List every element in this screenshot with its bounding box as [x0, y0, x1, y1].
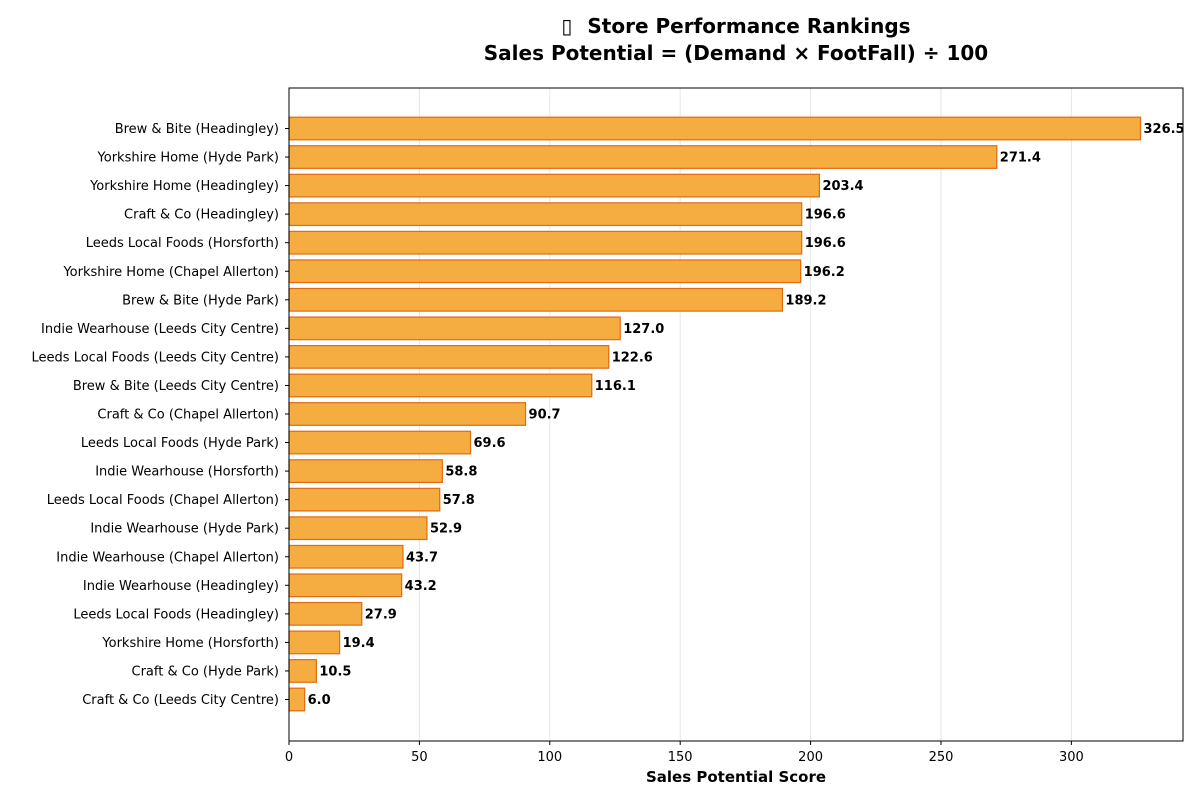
category-labels: Brew & Bite (Headingley) Yorkshire Home (…: [32, 122, 289, 708]
value-label-11: 69.6: [474, 436, 506, 451]
value-labels: 326.5 271.4 203.4 196.6 196.6 196.2 189.2 127.0…: [308, 122, 1185, 708]
bar-11: [288, 430, 472, 455]
x-tick-label-5: 250: [929, 750, 954, 765]
bar-13: [288, 487, 441, 512]
bar-14: [288, 516, 428, 541]
value-label-16: 43.2: [405, 579, 437, 594]
bar-20: [288, 687, 306, 712]
bar-5: [288, 259, 802, 284]
value-label-15: 43.7: [406, 550, 438, 565]
bar-16: [288, 573, 403, 598]
value-label-2: 203.4: [822, 179, 863, 194]
value-label-10: 90.7: [529, 408, 561, 423]
bars: [288, 116, 1142, 712]
bar-3: [288, 202, 803, 227]
bar-10: [288, 402, 527, 426]
bar-9: [288, 373, 593, 398]
value-label-6: 189.2: [785, 293, 826, 308]
category-label-11: Leeds Local Foods (Hyde Park): [81, 436, 279, 451]
category-label-10: Craft & Co (Chapel Allerton): [97, 408, 279, 423]
bar-12: [288, 459, 443, 483]
chart-emoji-icon: ▯: [561, 14, 572, 38]
category-label-4: Leeds Local Foods (Horsforth): [86, 236, 279, 251]
value-label-18: 19.4: [343, 636, 375, 651]
value-label-19: 10.5: [319, 664, 351, 679]
value-label-8: 122.6: [612, 350, 653, 365]
value-label-14: 52.9: [430, 522, 462, 537]
value-label-9: 116.1: [595, 379, 636, 394]
category-label-19: Craft & Co (Hyde Park): [132, 664, 280, 679]
bar-7: [288, 316, 621, 341]
value-label-0: 326.5: [1143, 122, 1184, 137]
category-label-20: Craft & Co (Leeds City Centre): [82, 693, 279, 708]
value-label-12: 58.8: [445, 465, 477, 480]
bar-1: [288, 145, 998, 169]
value-label-7: 127.0: [623, 322, 664, 337]
category-label-16: Indie Wearhouse (Headingley): [83, 579, 279, 594]
category-label-5: Yorkshire Home (Chapel Allerton): [62, 265, 279, 280]
category-label-6: Brew & Bite (Hyde Park): [122, 293, 279, 308]
chart-title-line1: ▯ Store Performance Rankings: [561, 14, 910, 38]
bar-0: [288, 116, 1142, 141]
chart-title-text: Store Performance Rankings: [587, 14, 910, 38]
value-label-4: 196.6: [805, 236, 846, 251]
category-label-9: Brew & Bite (Leeds City Centre): [73, 379, 279, 394]
category-label-14: Indie Wearhouse (Hyde Park): [90, 522, 279, 537]
bar-8: [288, 345, 610, 369]
category-label-7: Indie Wearhouse (Leeds City Centre): [41, 322, 279, 337]
bar-15: [288, 544, 404, 569]
category-label-2: Yorkshire Home (Headingley): [89, 179, 279, 194]
plot-frame: [288, 87, 1184, 742]
value-label-5: 196.2: [804, 265, 845, 280]
category-label-17: Leeds Local Foods (Headingley): [73, 607, 279, 622]
x-tick-label-0: 0: [285, 750, 293, 765]
value-label-3: 196.6: [805, 208, 846, 223]
category-label-0: Brew & Bite (Headingley): [115, 122, 279, 137]
bar-4: [288, 230, 803, 255]
category-label-12: Indie Wearhouse (Horsforth): [95, 465, 279, 480]
bar-2: [288, 173, 821, 198]
chart-subtitle: Sales Potential = (Demand × FootFall) ÷ …: [484, 41, 988, 65]
category-label-13: Leeds Local Foods (Chapel Allerton): [47, 493, 279, 508]
x-tick-label-4: 200: [798, 750, 823, 765]
value-label-13: 57.8: [443, 493, 475, 508]
bar-17: [288, 601, 363, 626]
x-tick-label-6: 300: [1059, 750, 1084, 765]
category-label-8: Leeds Local Foods (Leeds City Centre): [32, 350, 279, 365]
x-tick-label-1: 50: [411, 750, 428, 765]
chart-title: ▯ Store Performance Rankings Sales Poten…: [484, 14, 988, 65]
value-label-20: 6.0: [308, 693, 331, 708]
value-label-1: 271.4: [1000, 151, 1041, 166]
x-tick-label-2: 100: [537, 750, 562, 765]
x-tick-label-3: 150: [668, 750, 693, 765]
x-axis-title: Sales Potential Score: [646, 768, 826, 786]
plot-border: [288, 87, 1184, 742]
x-axis-ticks: 0 50 100 150 200 250 300: [285, 741, 1084, 765]
category-label-18: Yorkshire Home (Horsforth): [101, 636, 279, 651]
bar-18: [288, 630, 341, 655]
category-label-15: Indie Wearhouse (Chapel Allerton): [56, 550, 279, 565]
category-label-1: Yorkshire Home (Hyde Park): [97, 151, 279, 166]
value-label-17: 27.9: [365, 607, 397, 622]
bar-19: [288, 659, 317, 683]
bar-6: [288, 287, 784, 312]
category-label-3: Craft & Co (Headingley): [124, 208, 279, 223]
